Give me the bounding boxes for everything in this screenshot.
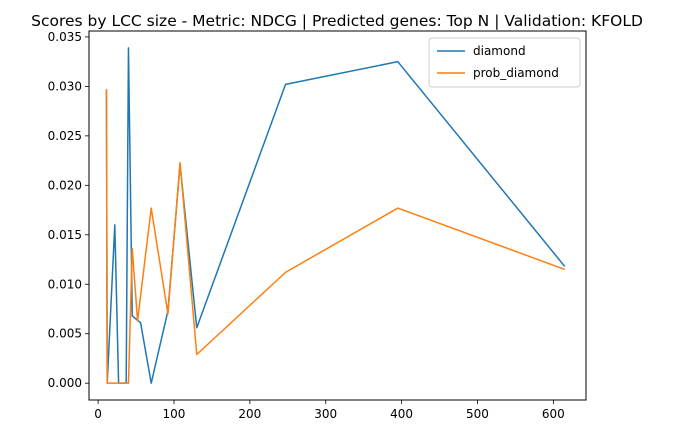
y-axis: 0.000 0.005 0.010 0.015 0.020 0.025 0.030 0.035	[48, 30, 89, 390]
y-tick-label: 0.005	[48, 327, 82, 341]
x-tick-label: 200	[238, 407, 261, 421]
legend-label: prob_diamond	[473, 66, 559, 80]
x-tick-label: 400	[390, 407, 413, 421]
series-line-prob-diamond	[105, 89, 566, 384]
x-tick-label: 500	[466, 407, 489, 421]
y-tick-label: 0.030	[48, 79, 82, 93]
y-tick-label: 0.010	[48, 277, 82, 291]
y-tick-label: 0.020	[48, 178, 82, 192]
y-tick-label: 0.015	[48, 228, 82, 242]
chart-title: Scores by LCC size - Metric: NDCG | Pred…	[31, 12, 643, 30]
legend: diamond prob_diamond	[428, 37, 581, 88]
x-tick-label: 0	[94, 407, 102, 421]
series-line-diamond	[105, 47, 566, 384]
y-tick-label: 0.025	[48, 129, 82, 143]
series-layer	[105, 47, 566, 384]
legend-box	[428, 37, 581, 88]
x-tick-label: 100	[163, 407, 186, 421]
axes-frame	[88, 30, 587, 401]
y-tick-label: 0.000	[48, 376, 82, 390]
y-tick-label: 0.035	[48, 30, 82, 44]
x-axis: 0 100 200 300 400 500 600	[94, 400, 565, 421]
x-tick-label: 300	[314, 407, 337, 421]
x-tick-label: 600	[542, 407, 565, 421]
legend-label: diamond	[473, 44, 526, 58]
